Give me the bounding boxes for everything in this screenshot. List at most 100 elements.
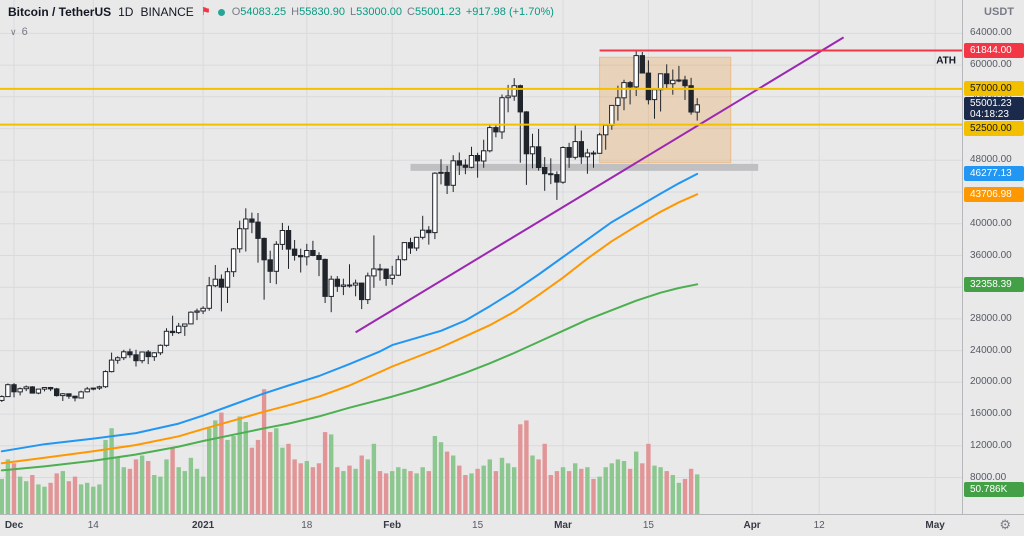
volume-bar [640, 463, 645, 514]
candle [157, 344, 164, 354]
symbol-title[interactable]: Bitcoin / TetherUS [8, 5, 112, 19]
candle [383, 268, 389, 280]
candle [224, 271, 231, 288]
volume-bar [304, 461, 309, 514]
candle [566, 147, 572, 158]
volume-bar [566, 471, 572, 514]
candle [66, 393, 72, 397]
volume-bar [658, 467, 663, 514]
candle [218, 278, 225, 288]
volume-bar [243, 422, 248, 514]
ma-line-blue[interactable] [0, 172, 699, 453]
ma-line-orange[interactable] [0, 193, 699, 465]
candle [346, 284, 353, 287]
candle [115, 357, 121, 361]
volume-bar [335, 467, 340, 514]
candle [420, 229, 426, 238]
candle [127, 351, 133, 356]
volume-bar [121, 467, 126, 514]
volume-bar [133, 459, 139, 514]
symbol-legend: Bitcoin / TetherUS 1D BINANCE ⚑ O 54083.2… [8, 5, 554, 19]
volume-layer [0, 389, 700, 514]
volume-bar [42, 486, 47, 514]
candle [511, 85, 517, 97]
volume-bar [237, 416, 242, 514]
low-value: 53000.00 [356, 6, 402, 18]
candle [621, 82, 627, 99]
volume-bar [603, 467, 608, 514]
candle [694, 104, 700, 113]
candle [493, 127, 499, 133]
volume-bar [24, 481, 29, 514]
volume-bar [597, 476, 602, 514]
candle [444, 171, 450, 186]
settings-icon[interactable]: ⚙ [999, 517, 1011, 532]
volume-bar [11, 463, 17, 514]
trendline[interactable] [355, 36, 845, 334]
candle [505, 95, 511, 99]
volume-bar [200, 476, 206, 514]
candle [255, 221, 261, 239]
candle [395, 259, 402, 276]
candle [47, 387, 54, 390]
price-tick-label: 64000.00 [970, 27, 1012, 39]
candle [365, 275, 371, 301]
candle [584, 152, 591, 158]
volume-bar [408, 471, 413, 514]
candle [285, 230, 292, 250]
flag-icon[interactable]: ⚑ [200, 5, 211, 18]
candle [212, 278, 219, 287]
candle [316, 255, 322, 260]
volume-bar [432, 436, 438, 514]
volume-bar [298, 463, 303, 514]
interval-label[interactable]: 1D [118, 5, 134, 19]
candle [609, 104, 615, 126]
candle [182, 323, 188, 327]
ohlc-values: O 54083.25 H 55830.90 L 53000.00 C 55001.23 … [232, 6, 554, 18]
volume-bar [542, 443, 547, 514]
volume-bar [505, 463, 511, 514]
volume-bar [463, 475, 468, 514]
volume-bar [158, 476, 163, 514]
volume-bar [426, 471, 431, 514]
ma-green-badge: 32358.39 [964, 276, 1024, 292]
volume-bar [268, 432, 273, 514]
candle [237, 228, 243, 250]
price-axis[interactable]: 64000.0060000.0056000.0052000.0048000.00… [962, 0, 1024, 514]
supply-zone[interactable] [599, 56, 732, 164]
chevron-down-icon: ∨ [10, 26, 17, 37]
volume-bar [634, 451, 639, 514]
volume-bar [72, 476, 78, 514]
ma-line-green[interactable] [0, 283, 699, 472]
candle [188, 311, 194, 325]
volume-bar [493, 471, 499, 514]
volume-bar [609, 463, 614, 514]
candle [169, 330, 176, 334]
indicators-collapsed-row[interactable]: ∨ 6 [10, 26, 28, 38]
candle [633, 55, 639, 88]
indicator-count: 6 [21, 26, 28, 38]
candle [35, 388, 42, 394]
time-axis[interactable]: Dec 14 2021 18 Feb 15 Mar 15 Apr 12 May [0, 514, 1024, 536]
candle [328, 278, 334, 297]
alert-52500-badge: 52500.00 [964, 121, 1024, 137]
candle [200, 307, 206, 312]
candle [535, 146, 542, 169]
price-tick-label: 12000.00 [970, 439, 1012, 451]
quote-currency-label: USDT [984, 6, 1014, 18]
candle [194, 310, 200, 313]
candle [230, 248, 237, 273]
volume-bar [469, 473, 474, 514]
volume-bar [383, 473, 389, 514]
candle [176, 325, 182, 334]
candle [352, 282, 359, 286]
volume-bar [188, 457, 194, 514]
change-value: +917.98 (+1.70%) [465, 6, 554, 18]
price-tick-label: 60000.00 [970, 59, 1012, 71]
ath-label: ATH [936, 56, 956, 67]
volume-bar [127, 468, 133, 514]
volume-bar [103, 439, 108, 514]
time-tick-label: 14 [87, 520, 99, 531]
candle [340, 284, 347, 287]
price-chart-canvas[interactable]: ATH [0, 0, 962, 514]
